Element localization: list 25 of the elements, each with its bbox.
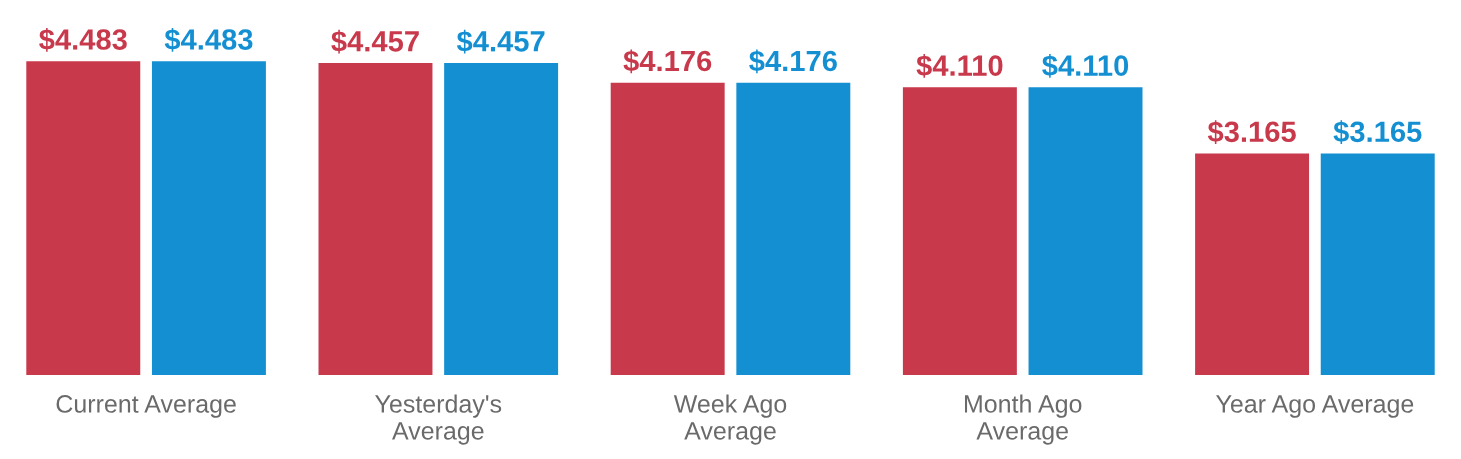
bar	[736, 82, 851, 375]
x-tick-label: Week Ago Average	[673, 394, 787, 445]
bar	[1028, 87, 1143, 375]
data-label: $3.165	[1333, 120, 1422, 144]
bar	[610, 82, 725, 375]
data-label: $3.165	[1207, 120, 1296, 144]
data-label: $4.457	[331, 29, 419, 54]
data-label: $4.110	[1042, 54, 1129, 78]
x-tick-label: Current Average	[56, 395, 236, 418]
bar	[1320, 153, 1435, 375]
x-tick-label: Month Ago Average	[964, 394, 1082, 445]
x-tick-label: Yesterday's Average	[375, 394, 502, 445]
data-label: $4.483	[164, 27, 253, 52]
bar	[26, 61, 141, 375]
bar	[902, 87, 1017, 375]
data-label: $4.176	[749, 49, 837, 74]
bar	[151, 61, 266, 375]
data-label: $4.457	[456, 29, 545, 54]
x-tick-label: Year Ago Average	[1216, 395, 1414, 418]
bar	[444, 62, 559, 375]
data-label: $4.483	[39, 27, 127, 52]
bar	[318, 62, 433, 375]
bar	[1195, 153, 1310, 375]
data-label: $4.176	[623, 49, 712, 74]
data-label: $4.110	[916, 54, 1003, 78]
